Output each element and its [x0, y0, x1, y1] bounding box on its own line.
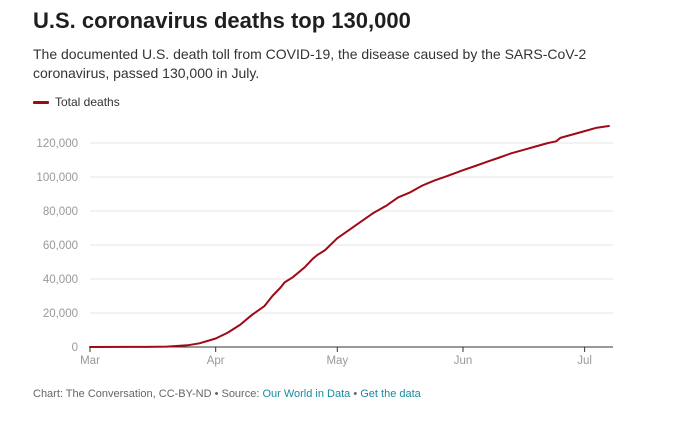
y-tick-labels: 0 20,000 40,000 60,000 80,000 100,000 120,000 — [36, 138, 78, 354]
x-tick-label: May — [326, 355, 348, 367]
source-link[interactable]: Our World in Data — [262, 388, 351, 400]
legend: Total deaths — [33, 94, 120, 110]
footer-separator: • — [350, 388, 361, 400]
y-tick-label: 100,000 — [36, 172, 78, 184]
y-tick-label: 80,000 — [43, 206, 78, 218]
chart-title: U.S. coronavirus deaths top 130,000 — [33, 8, 411, 33]
get-data-link[interactable]: Get the data — [360, 388, 421, 400]
y-tick-label: 40,000 — [43, 274, 78, 286]
chart-subtitle: The documented U.S. death toll from COVI… — [33, 46, 587, 81]
x-tick-label: Jun — [454, 355, 473, 367]
chart-footer: Chart: The Conversation, CC-BY-ND • Sour… — [33, 388, 421, 400]
x-tick-label: Apr — [207, 355, 225, 367]
series-line-total-deaths — [89, 125, 610, 348]
legend-swatch-total-deaths — [33, 100, 49, 104]
grid-layer — [90, 142, 613, 314]
y-tick-label: 20,000 — [43, 308, 78, 320]
y-tick-label: 60,000 — [43, 240, 78, 252]
legend-label-total-deaths: Total deaths — [55, 95, 120, 109]
x-tick-label: Jul — [577, 355, 592, 367]
x-axis — [89, 346, 613, 352]
x-tick-labels: Mar Apr May Jun Jul — [80, 355, 592, 367]
footer-credit: Chart: The Conversation, CC-BY-ND • Sour… — [33, 388, 263, 400]
x-tick-label: Mar — [80, 355, 100, 367]
y-tick-label: 120,000 — [36, 138, 78, 150]
series-layer — [89, 125, 610, 348]
y-tick-label: 0 — [72, 342, 78, 354]
